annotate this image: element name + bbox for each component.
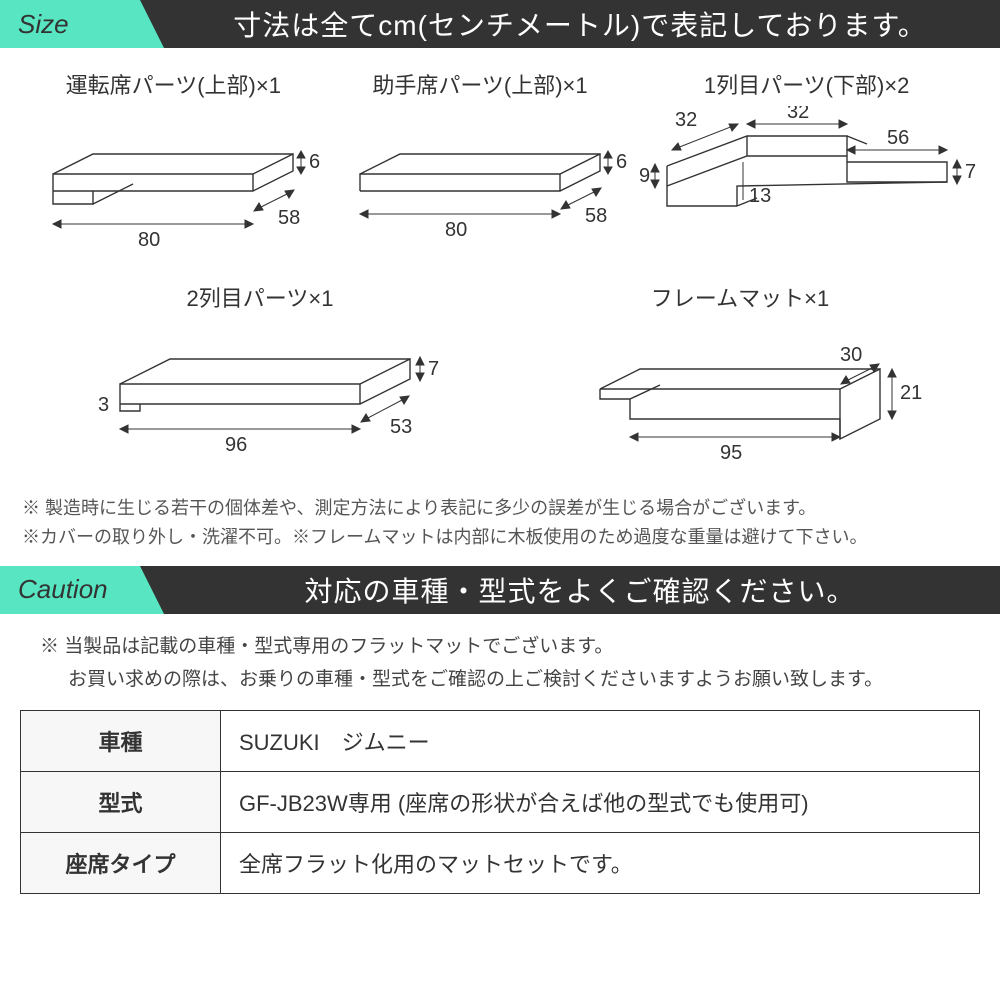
size-tag: Size (0, 0, 140, 48)
part-frame-mat: フレームマット×1 30 (540, 281, 940, 474)
size-tag-label: Size (18, 9, 69, 40)
part-passenger-upper: 助手席パーツ(上部)×1 6 80 (330, 68, 630, 271)
caution-banner-text: 対応の車種・型式をよくご確認ください。 (140, 566, 1000, 614)
caution-notes: ※ 当製品は記載の車種・型式専用のフラットマットでございます。 お買い求めの際は… (0, 614, 1000, 711)
caution-line: お買い求めの際は、お乗りの車種・型式をご確認の上ご検討くださいますようお願い致し… (40, 663, 970, 696)
spec-value-vehicle: SUZUKI ジムニー (221, 711, 980, 772)
size-notes: ※ 製造時に生じる若干の個体差や、測定方法により表記に多少の誤差が生じる場合がご… (0, 490, 1000, 566)
svg-text:13: 13 (749, 185, 771, 207)
dim-w: 80 (138, 229, 160, 251)
spec-header-model: 型式 (21, 772, 221, 833)
table-row: 型式 GF-JB23W専用 (座席の形状が合えば他の型式でも使用可) (21, 772, 980, 833)
spec-value-seat: 全席フラット化用のマットセットです。 (221, 833, 980, 894)
part-title: 2列目パーツ×1 (60, 281, 460, 313)
note-line: ※カバーの取り外し・洗濯不可。※フレームマットは内部に木板使用のため過度な重量は… (22, 523, 978, 552)
part-row2: 2列目パーツ×1 3 7 (60, 281, 460, 474)
parts-grid: 運転席パーツ(上部)×1 6 (0, 48, 1000, 490)
part-title: 運転席パーツ(上部)×1 (23, 68, 323, 100)
part-driver-upper: 運転席パーツ(上部)×1 6 (23, 68, 323, 271)
caution-line: ※ 当製品は記載の車種・型式専用のフラットマットでございます。 (40, 630, 970, 663)
dim-w: 80 (445, 219, 467, 241)
part-title: 助手席パーツ(上部)×1 (330, 68, 630, 100)
caution-tag-label: Caution (18, 574, 108, 605)
svg-text:30: 30 (840, 344, 862, 366)
spec-header-vehicle: 車種 (21, 711, 221, 772)
row1-lower-diagram: 32 32 56 9 13 (637, 106, 977, 266)
frame-mat-diagram: 30 21 95 (540, 319, 940, 469)
svg-text:7: 7 (965, 161, 976, 183)
table-row: 座席タイプ 全席フラット化用のマットセットです。 (21, 833, 980, 894)
svg-text:95: 95 (720, 442, 742, 464)
svg-text:9: 9 (639, 165, 650, 187)
spec-table: 車種 SUZUKI ジムニー 型式 GF-JB23W専用 (座席の形状が合えば他… (20, 710, 980, 894)
svg-text:32: 32 (675, 109, 697, 131)
dim-h: 6 (309, 151, 320, 173)
part-title: フレームマット×1 (540, 281, 940, 313)
part-row1-lower: 1列目パーツ(下部)×2 32 (637, 68, 977, 271)
spec-header-seat: 座席タイプ (21, 833, 221, 894)
note-line: ※ 製造時に生じる若干の個体差や、測定方法により表記に多少の誤差が生じる場合がご… (22, 494, 978, 523)
spec-value-model: GF-JB23W専用 (座席の形状が合えば他の型式でも使用可) (221, 772, 980, 833)
svg-text:32: 32 (787, 106, 809, 123)
svg-text:56: 56 (887, 127, 909, 149)
row2-diagram: 3 7 96 53 (60, 319, 460, 469)
svg-text:6: 6 (616, 151, 627, 173)
svg-text:21: 21 (900, 382, 922, 404)
caution-banner: Caution 対応の車種・型式をよくご確認ください。 (0, 566, 1000, 614)
svg-text:7: 7 (428, 358, 439, 380)
table-row: 車種 SUZUKI ジムニー (21, 711, 980, 772)
svg-text:96: 96 (225, 434, 247, 456)
part-title: 1列目パーツ(下部)×2 (637, 68, 977, 100)
size-banner: Size 寸法は全てcm(センチメートル)で表記しております。 (0, 0, 1000, 48)
size-banner-text: 寸法は全てcm(センチメートル)で表記しております。 (140, 0, 1000, 48)
svg-text:53: 53 (390, 416, 412, 438)
svg-text:58: 58 (585, 205, 607, 227)
dim-d: 58 (278, 207, 300, 229)
caution-tag: Caution (0, 566, 140, 614)
passenger-upper-diagram: 6 80 58 (330, 106, 630, 256)
svg-text:3: 3 (98, 394, 109, 416)
driver-upper-diagram: 6 80 58 (23, 106, 323, 256)
